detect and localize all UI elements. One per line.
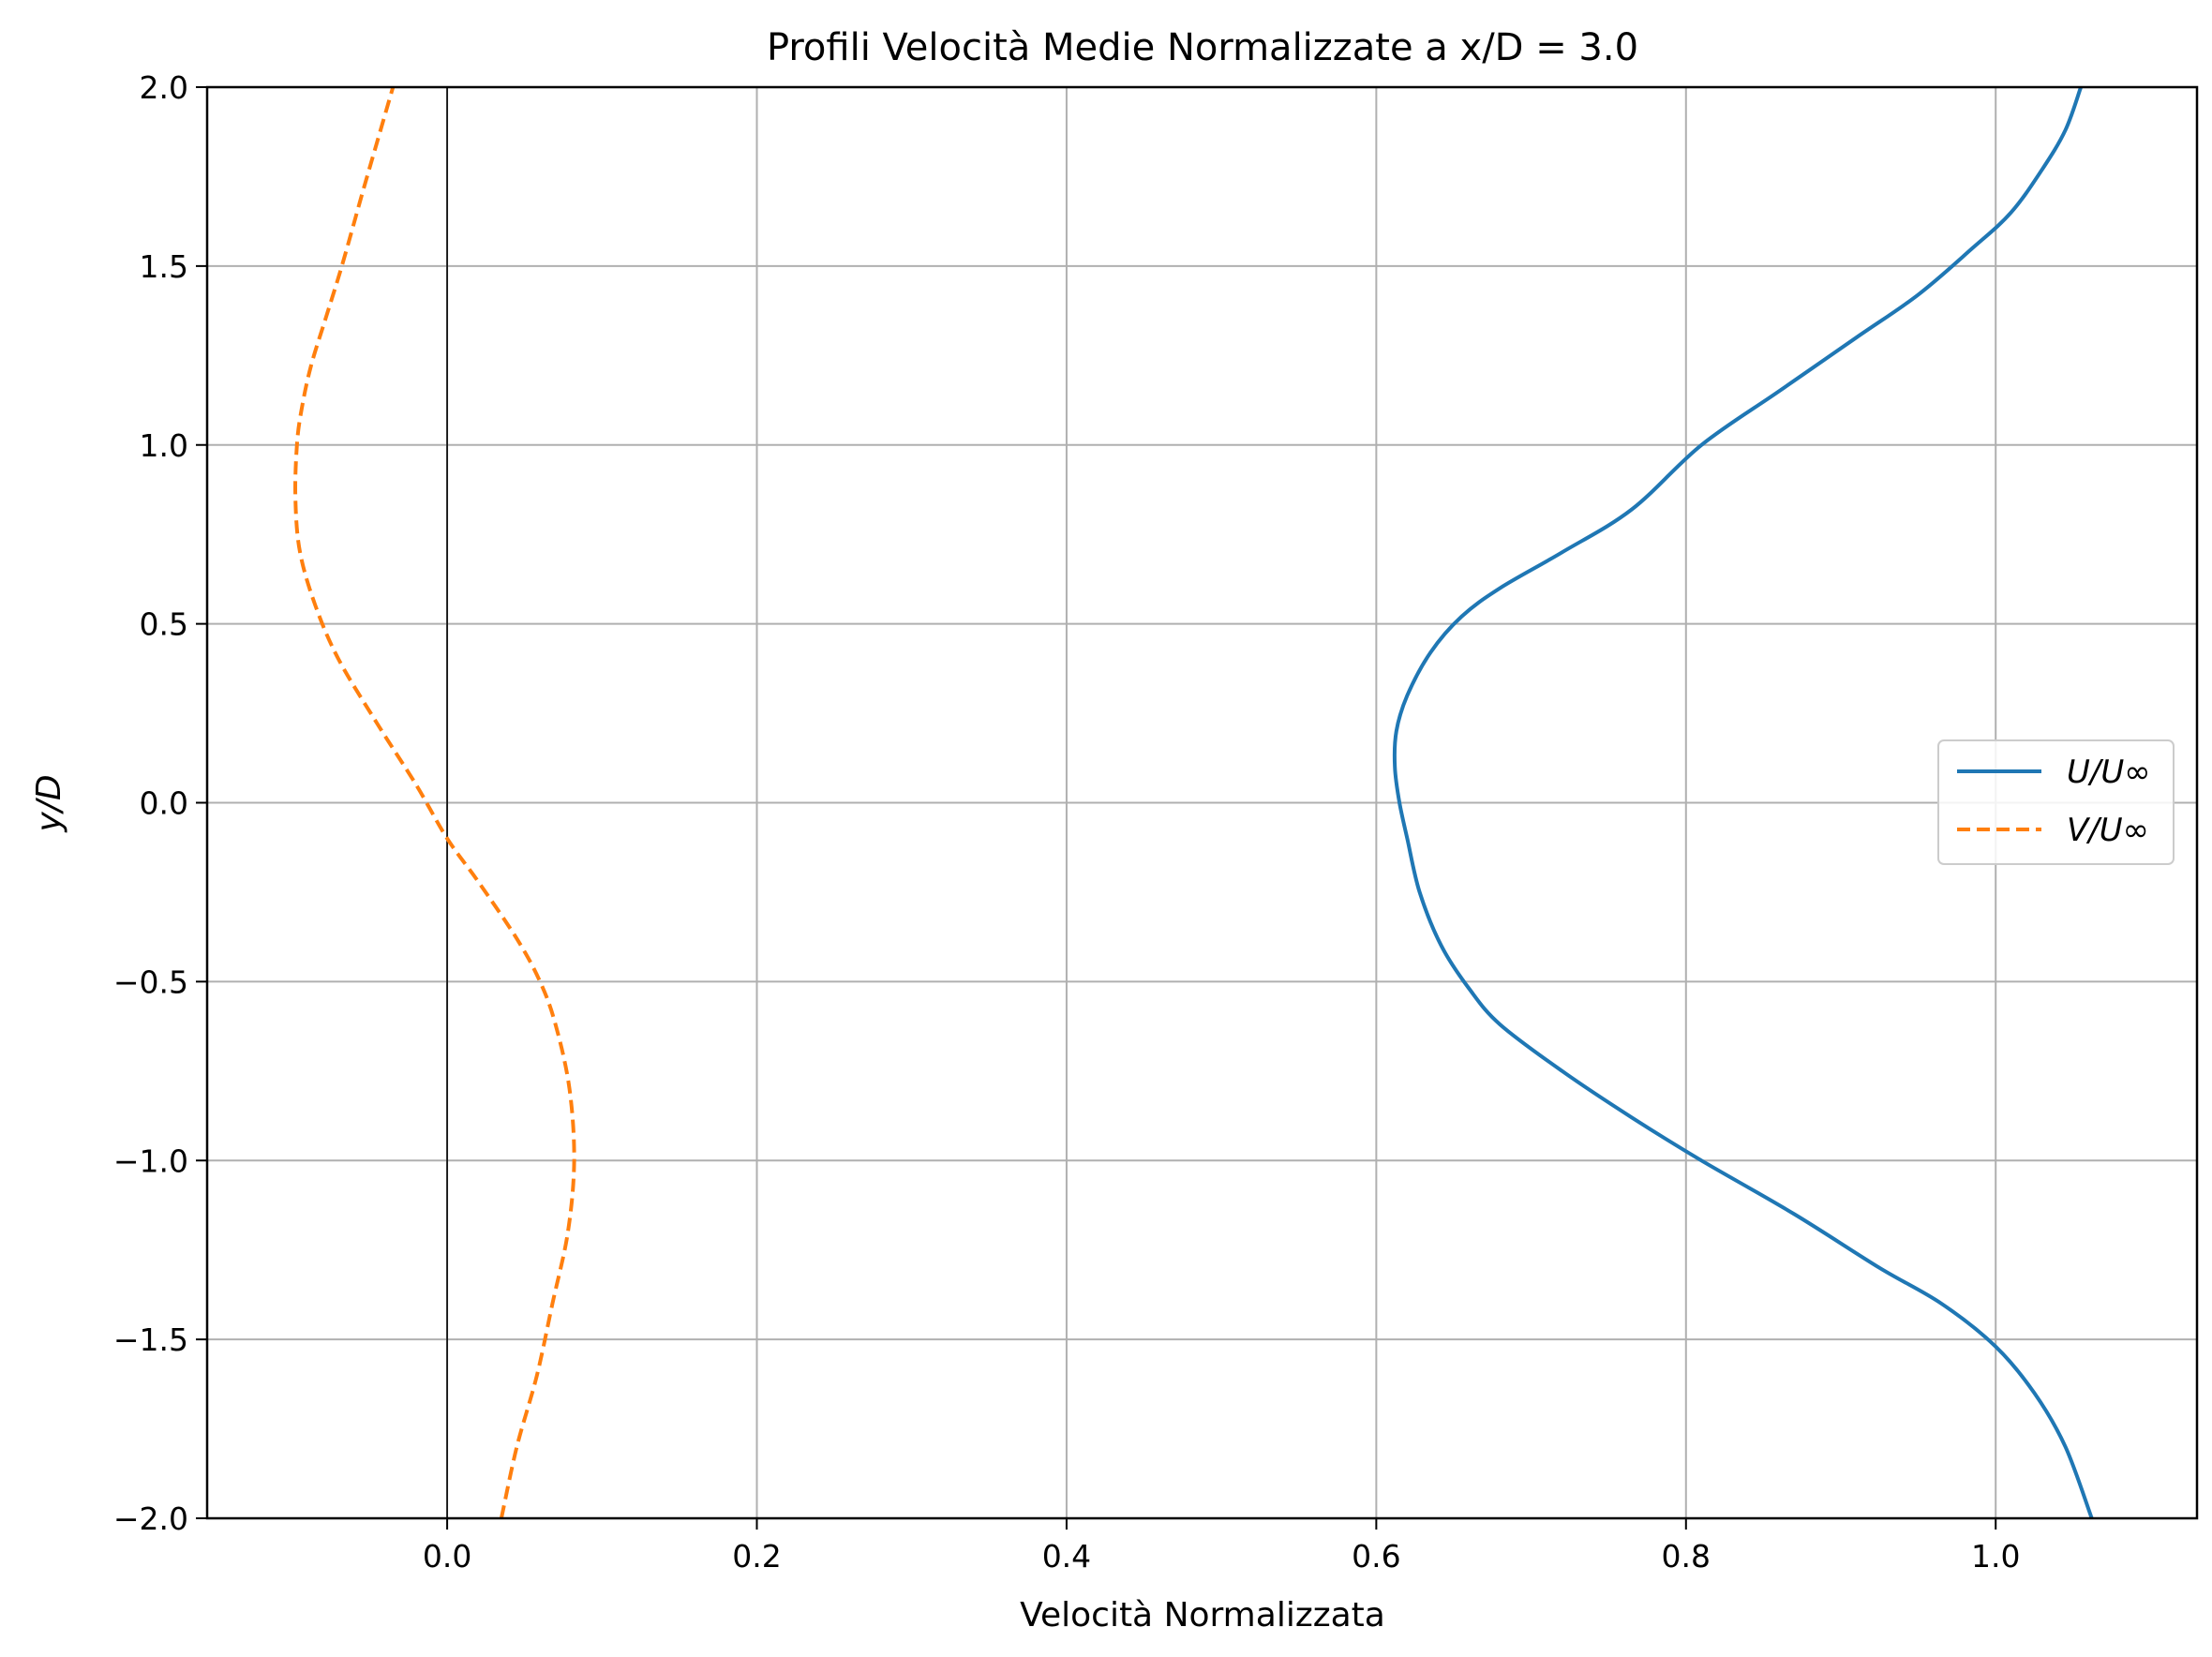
- y-tick-label: 0.5: [140, 606, 188, 643]
- x-tick-label: 0.4: [1042, 1538, 1091, 1575]
- chart-title: Profili Velocità Medie Normalizzate a x/…: [767, 26, 1638, 69]
- x-tick-label: 0.0: [423, 1538, 471, 1575]
- y-axis-label: y/D: [30, 774, 68, 832]
- y-tick-label: −1.0: [113, 1142, 188, 1179]
- series-line-v: [293, 86, 576, 1519]
- x-tick-label: 0.8: [1662, 1538, 1711, 1575]
- y-tick-label: 2.0: [140, 69, 188, 106]
- y-tick-label: −2.0: [113, 1500, 188, 1537]
- grid: [207, 86, 2197, 1519]
- x-axis-label: Velocità Normalizzata: [1020, 1596, 1385, 1635]
- y-tick-label: 1.0: [140, 427, 188, 464]
- x-ticks: 0.0 0.2 0.4 0.6 0.8 1.0: [423, 1518, 2020, 1575]
- x-tick-label: 1.0: [1971, 1538, 2020, 1575]
- legend-label-u: U/U∞: [2067, 754, 2151, 791]
- x-tick-label: 0.2: [732, 1538, 781, 1575]
- legend: U/U∞ V/U∞: [1937, 739, 2175, 865]
- y-tick-label: 1.5: [140, 248, 188, 285]
- y-ticks: −2.0 −1.5 −1.0 −0.5 0.0 0.5 1.0 1.5 2.0: [113, 69, 207, 1537]
- y-tick-label: −0.5: [113, 963, 188, 1000]
- x-tick-label: 0.6: [1352, 1538, 1400, 1575]
- legend-label-v: V/U∞: [2067, 812, 2149, 849]
- y-tick-label: −1.5: [113, 1321, 188, 1358]
- series-group: [293, 86, 2094, 1519]
- series-line-u: [1392, 86, 2094, 1519]
- y-tick-label: 0.0: [140, 785, 188, 822]
